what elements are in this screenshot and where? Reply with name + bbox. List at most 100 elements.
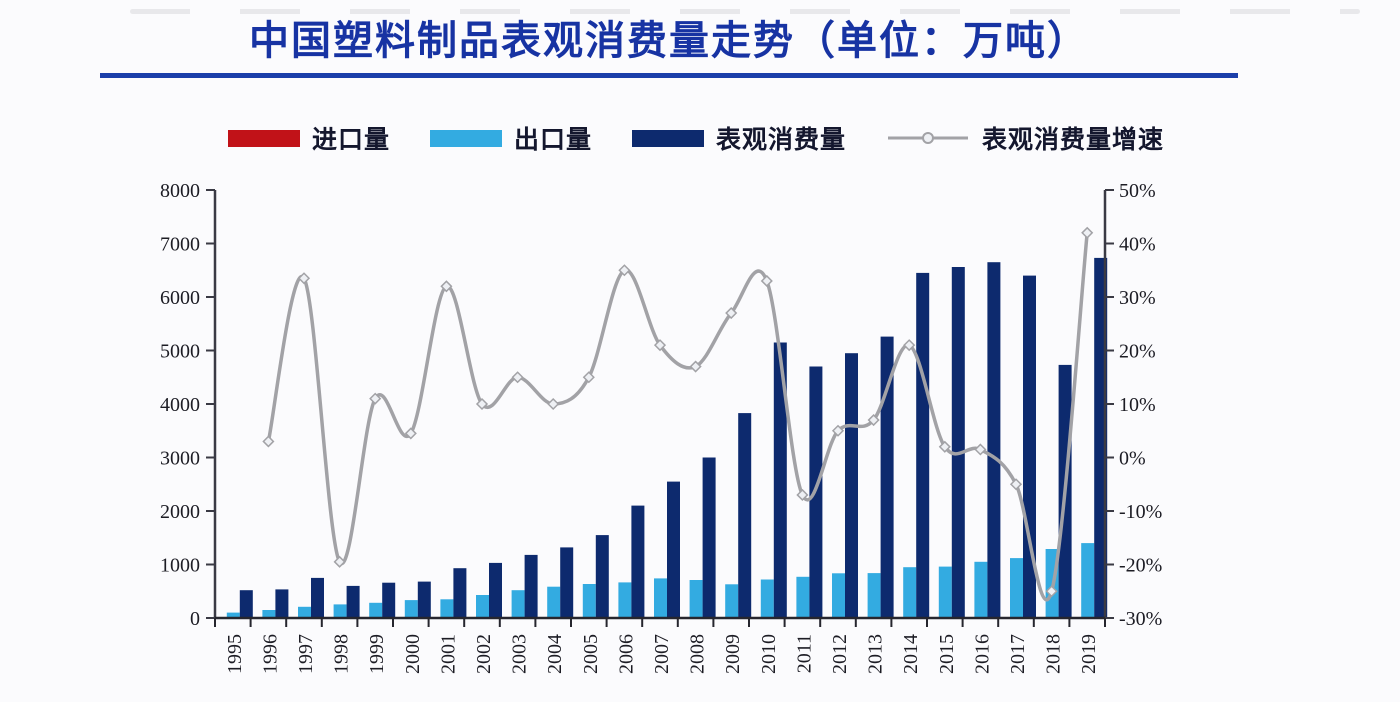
bar-表观消费量-1998 [346,585,360,618]
bar-出口量-1995 [226,612,240,618]
legend-swatch-exports [430,129,503,147]
x-axis-year-label: 2010 [758,634,780,674]
bar-表观消费量-2009 [738,413,752,618]
bar-出口量-1998 [333,604,347,618]
bar-出口量-2002 [476,595,489,618]
x-axis-year-label: 2004 [544,634,566,674]
bar-表观消费量-2000 [417,581,431,618]
growth-marker [938,440,951,453]
x-axis-year-label: 2018 [1043,634,1065,674]
bar-表观消费量-1996 [275,589,289,618]
bar-表观消费量-1999 [382,582,396,618]
bar-出口量-2011 [796,576,810,618]
bar-出口量-2003 [511,590,525,618]
growth-marker [867,413,880,427]
growth-marker [404,427,417,440]
legend-label-consumption: 表观消费量 [716,126,847,154]
growth-marker [689,360,702,373]
legend-item-imports: 进口量 [228,120,390,156]
legend-label-exports: 出口量 [514,126,593,154]
bar-出口量-2008 [689,580,703,618]
x-axis-year-label: 2014 [900,634,922,674]
growth-marker [618,264,631,277]
bar-出口量-2006 [618,582,632,618]
x-axis-year-label: 2016 [971,634,993,674]
bar-出口量-2013 [867,573,881,618]
x-axis-year-label: 2017 [1007,634,1029,674]
x-axis-year-label: 2012 [829,634,851,674]
left-axis-tick-label: 3000 [160,448,200,470]
growth-marker [725,306,738,320]
x-axis-year-label: 2003 [509,634,531,674]
bar-表观消费量-2010 [773,342,787,618]
bar-表观消费量-2004 [560,547,574,618]
bar-出口量-1999 [369,602,383,618]
bar-出口量-2004 [547,586,561,618]
growth-marker [333,555,346,568]
bar-表观消费量-2014 [916,272,930,618]
growth-marker [582,371,595,384]
left-axis-tick-label: 6000 [160,287,200,309]
bar-表观消费量-1995 [239,590,253,618]
x-axis-year-label: 2002 [473,634,495,674]
growth-line [266,232,1089,602]
top-edge-artifact [130,9,1360,14]
x-axis-year-label: 2000 [402,634,424,674]
x-axis-year-label: 1999 [366,634,388,674]
x-axis-year-label: 2008 [687,634,709,674]
left-axis-tick-label: 4000 [160,394,200,416]
legend-swatch-imports [228,129,300,147]
bar-表观消费量-2002 [489,562,502,618]
legend-label-imports: 进口量 [312,126,391,154]
bar-出口量-2005 [582,584,596,618]
bar-表观消费量-2005 [595,535,609,618]
x-axis-year-label: 2013 [865,634,887,674]
right-axis-tick-label: -20% [1119,555,1162,577]
bar-出口量-2007 [654,578,667,618]
growth-marker [1009,478,1023,491]
growth-marker [831,424,845,437]
x-axis-year-label: 2005 [580,634,602,674]
bar-出口量-2010 [760,579,774,618]
growth-marker [297,272,311,285]
x-axis-year-label: 2006 [615,634,637,674]
right-axis-tick-label: 30% [1119,287,1156,309]
left-axis-tick-label: 2000 [160,501,200,523]
right-axis-tick-label: -10% [1119,501,1162,523]
right-axis-tick-label: 0% [1119,448,1146,470]
growth-marker [440,280,453,293]
x-axis-year-label: 2011 [793,634,815,673]
bar-出口量-2014 [903,567,917,618]
left-axis-tick-label: 1000 [160,555,200,577]
left-axis-tick-label: 5000 [160,341,200,363]
header: 中国塑料制品表观消费量走势（单位：万吨） [100,8,1238,66]
bar-出口量-2009 [725,584,739,618]
legend-item-growth: 表观消费量增速 [886,120,1164,156]
right-axis-tick-label: 50% [1119,180,1156,202]
bar-表观消费量-2012 [845,353,858,618]
left-axis-tick-label: 8000 [160,180,200,202]
x-axis-year-label: 2009 [722,634,744,674]
bar-表观消费量-2007 [667,481,680,618]
growth-marker [547,397,560,411]
legend-line-sample-icon [888,132,969,144]
legend-item-exports: 出口量 [430,120,592,156]
bar-表观消费量-2001 [453,568,467,618]
right-axis-tick-label: -30% [1119,608,1162,630]
growth-marker [760,274,773,288]
x-axis-year-label: 1998 [331,634,353,674]
growth-marker [511,371,524,384]
bar-出口量-1996 [262,610,276,618]
growth-marker [903,339,916,352]
growth-marker [475,397,489,411]
x-axis-year-label: 1996 [259,634,281,674]
right-axis-tick-label: 20% [1119,341,1156,363]
bar-出口量-2016 [974,561,988,618]
x-axis-year-label: 2015 [936,634,958,674]
bar-表观消费量-2015 [951,267,965,618]
bar-出口量-2019 [1081,543,1095,618]
chart-legend: 进口量 出口量 表观消费量 表观消费量增速 [228,120,1164,156]
growth-marker [653,339,667,352]
growth-marker [262,435,275,448]
